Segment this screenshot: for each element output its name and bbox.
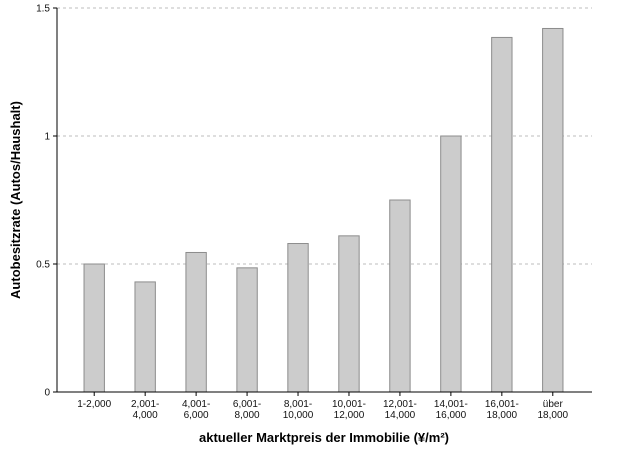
bar [491, 36, 513, 393]
x-tick-label: 4,000 [133, 410, 158, 421]
bar [542, 27, 564, 393]
y-axis-title: Autobesitzrate (Autos/Haushalt) [8, 101, 23, 299]
y-tick-label: 1.5 [36, 4, 50, 15]
x-axis-ticks: 1-2,000 2,001-4,000 4,001-6,000 6,001-8,000… [77, 392, 569, 421]
y-tick-label: 1 [44, 132, 50, 143]
bar [440, 135, 462, 393]
x-tick-label: 12,001- [383, 399, 417, 410]
x-tick-label: 8,001- [284, 399, 312, 410]
bar [83, 263, 105, 393]
x-tick-label: 18,000 [537, 410, 568, 421]
bar [134, 281, 156, 393]
y-tick-label: 0 [44, 388, 50, 399]
x-tick-label: 14,001- [434, 399, 468, 410]
x-tick-label: 8,000 [235, 410, 260, 421]
y-tick-label: 0.5 [36, 260, 50, 271]
bar [389, 199, 411, 393]
bar [185, 251, 207, 393]
x-tick-label: 18,000 [487, 410, 518, 421]
x-tick-label: 2,001- [131, 399, 159, 410]
bar [236, 267, 258, 393]
x-tick-label: 6,000 [184, 410, 209, 421]
x-tick-label: über [543, 399, 564, 410]
x-tick-label: 1-2,000 [77, 399, 111, 410]
x-tick-label: 10,001- [332, 399, 366, 410]
bar [287, 243, 309, 393]
x-tick-label: 16,001- [485, 399, 519, 410]
bars [83, 27, 564, 393]
x-tick-label: 6,001- [233, 399, 261, 410]
x-tick-label: 10,000 [283, 410, 314, 421]
x-tick-label: 12,000 [334, 410, 365, 421]
x-tick-label: 14,000 [385, 410, 416, 421]
x-axis-title: aktueller Marktpreis der Immobilie (¥/m²… [199, 430, 449, 445]
bar [338, 235, 360, 393]
x-tick-label: 4,001- [182, 399, 210, 410]
x-tick-label: 16,000 [436, 410, 467, 421]
y-axis-ticks: 0 0.5 1 1.5 [36, 4, 57, 399]
